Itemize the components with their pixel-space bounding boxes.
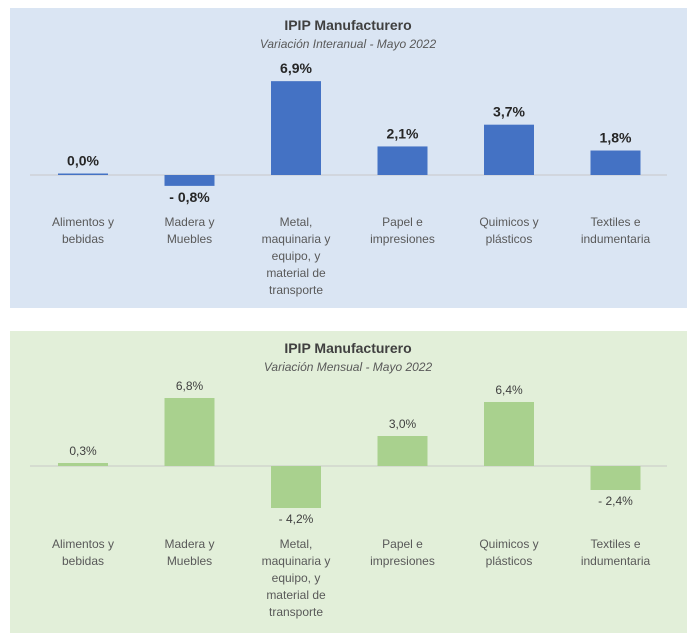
data-label: - 2,4% [598, 494, 633, 508]
bar [590, 466, 641, 490]
category-label: Alimentos y bebidas [52, 215, 114, 246]
bar [377, 146, 428, 175]
chart-title: IPIP Manufacturero [284, 17, 411, 33]
data-label: 3,0% [389, 417, 417, 431]
bar [58, 173, 108, 175]
bar [377, 436, 428, 466]
bar [164, 175, 215, 186]
chart-subtitle: Variación Interanual - Mayo 2022 [260, 37, 437, 51]
category-label: Alimentos y bebidas [52, 537, 114, 568]
chart-interanual-svg: IPIP Manufacturero Variación Interanual … [30, 17, 667, 297]
bar [590, 150, 641, 175]
chart-panel-mensual: IPIP Manufacturero Variación Mensual - M… [10, 331, 687, 633]
category-label: Metal, maquinaria y equipo, y material de tr… [262, 215, 331, 297]
category-label: Madera y Muebles [164, 537, 214, 568]
bar [484, 402, 534, 466]
data-label: 1,8% [600, 130, 632, 146]
bar [271, 466, 321, 508]
data-label: 0,3% [69, 444, 97, 458]
chart-panel-interanual: IPIP Manufacturero Variación Interanual … [10, 8, 687, 308]
data-label: 6,4% [495, 383, 523, 397]
data-label: - 0,8% [169, 189, 210, 205]
data-label: 3,7% [493, 104, 525, 120]
data-label: 2,1% [387, 125, 419, 141]
category-label: Papel e impresiones [370, 537, 435, 568]
category-label: Metal, maquinaria y equipo, y material de tr… [262, 537, 331, 619]
bar [484, 124, 534, 175]
bar [58, 463, 108, 466]
bar [271, 81, 321, 175]
category-label: Textiles e indumentaria [581, 537, 651, 568]
category-label: Papel e impresiones [370, 215, 435, 246]
category-label: Quimicos y plásticos [479, 537, 538, 568]
chart-subtitle: Variación Mensual - Mayo 2022 [264, 360, 433, 374]
category-label: Textiles e indumentaria [581, 215, 651, 246]
data-label: 6,9% [280, 60, 312, 76]
data-label: 0,0% [67, 153, 99, 169]
bar [164, 398, 215, 466]
category-label: Madera y Muebles [164, 215, 214, 246]
data-label: - 4,2% [279, 512, 314, 526]
category-label: Quimicos y plásticos [479, 215, 538, 246]
chart-title: IPIP Manufacturero [284, 340, 411, 356]
chart-mensual-svg: IPIP Manufacturero Variación Mensual - M… [30, 340, 667, 619]
data-label: 6,8% [176, 379, 204, 393]
